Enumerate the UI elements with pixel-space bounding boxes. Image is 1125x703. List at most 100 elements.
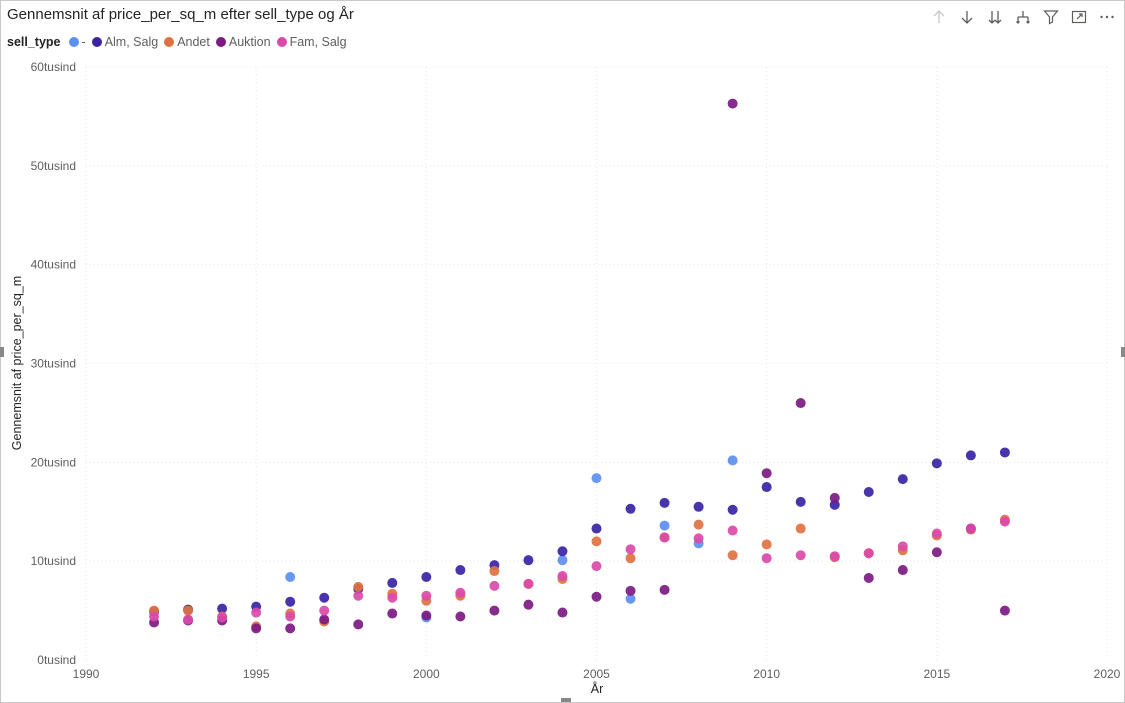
data-point[interactable] — [863, 486, 874, 497]
go-to-next-level-button[interactable] — [984, 7, 1006, 27]
data-point[interactable] — [285, 623, 296, 634]
data-point[interactable] — [693, 519, 704, 530]
data-point[interactable] — [931, 528, 942, 539]
resize-handle-left[interactable] — [0, 347, 4, 357]
data-point[interactable] — [693, 501, 704, 512]
data-point[interactable] — [557, 570, 568, 581]
data-point[interactable] — [897, 541, 908, 552]
data-point[interactable] — [727, 98, 738, 109]
data-point[interactable] — [761, 539, 772, 550]
filter-button[interactable] — [1040, 7, 1062, 27]
data-point[interactable] — [285, 596, 296, 607]
data-point[interactable] — [659, 532, 670, 543]
data-point[interactable] — [795, 496, 806, 507]
expand-hierarchy-button[interactable] — [1012, 7, 1034, 27]
data-point[interactable] — [455, 611, 466, 622]
data-point[interactable] — [523, 578, 534, 589]
data-point[interactable] — [829, 551, 840, 562]
data-point[interactable] — [251, 623, 262, 634]
data-point[interactable] — [489, 580, 500, 591]
data-point[interactable] — [659, 584, 670, 595]
legend-marker — [164, 37, 175, 47]
data-point[interactable] — [455, 565, 466, 576]
data-point[interactable] — [625, 544, 636, 555]
data-point[interactable] — [149, 611, 160, 622]
data-point[interactable] — [863, 572, 874, 583]
data-point[interactable] — [965, 450, 976, 461]
data-point[interactable] — [591, 473, 602, 484]
data-point[interactable] — [591, 591, 602, 602]
data-point[interactable] — [591, 536, 602, 547]
data-point[interactable] — [387, 608, 398, 619]
data-point[interactable] — [897, 474, 908, 485]
data-point[interactable] — [795, 398, 806, 409]
drill-down-button[interactable] — [956, 7, 978, 27]
legend-item-andet[interactable]: Andet — [164, 35, 210, 49]
data-point[interactable] — [999, 447, 1010, 458]
data-point[interactable] — [251, 607, 262, 618]
data-point[interactable] — [829, 499, 840, 510]
data-point[interactable] — [965, 523, 976, 534]
data-point[interactable] — [421, 590, 432, 601]
data-point[interactable] — [319, 605, 330, 616]
data-point[interactable] — [387, 592, 398, 603]
data-point[interactable] — [761, 553, 772, 564]
data-point[interactable] — [353, 619, 364, 630]
data-point[interactable] — [659, 520, 670, 531]
data-point[interactable] — [285, 571, 296, 582]
data-point[interactable] — [727, 455, 738, 466]
data-point[interactable] — [999, 516, 1010, 527]
data-point[interactable] — [183, 614, 194, 625]
legend-item-alm-salg[interactable]: Alm, Salg — [91, 35, 158, 49]
data-point[interactable] — [523, 599, 534, 610]
data-point[interactable] — [285, 611, 296, 622]
resize-handle-bottom[interactable] — [561, 698, 571, 702]
data-point[interactable] — [557, 546, 568, 557]
data-point[interactable] — [659, 497, 670, 508]
more-options-button[interactable] — [1096, 7, 1118, 27]
data-point[interactable] — [931, 547, 942, 558]
data-point[interactable] — [217, 603, 228, 614]
data-point[interactable] — [523, 555, 534, 566]
data-point[interactable] — [183, 605, 194, 616]
x-tick-label: 1990 — [73, 667, 100, 681]
data-point[interactable] — [421, 610, 432, 621]
data-point[interactable] — [795, 523, 806, 534]
data-point[interactable] — [795, 550, 806, 561]
data-point[interactable] — [727, 504, 738, 515]
data-point[interactable] — [591, 561, 602, 572]
data-point[interactable] — [625, 585, 636, 596]
data-point[interactable] — [727, 525, 738, 536]
data-point[interactable] — [761, 482, 772, 493]
data-point[interactable] — [387, 577, 398, 588]
data-point[interactable] — [591, 523, 602, 534]
data-point[interactable] — [761, 468, 772, 479]
data-point[interactable] — [489, 605, 500, 616]
resize-handle-right[interactable] — [1121, 347, 1125, 357]
data-point[interactable] — [319, 614, 330, 625]
data-point[interactable] — [353, 581, 364, 592]
data-point[interactable] — [625, 593, 636, 604]
data-point[interactable] — [863, 548, 874, 559]
data-point[interactable] — [489, 566, 500, 577]
data-point[interactable] — [829, 492, 840, 503]
data-point[interactable] — [999, 605, 1010, 616]
focus-mode-button[interactable] — [1068, 7, 1090, 27]
legend-item-fam-salg[interactable]: Fam, Salg — [276, 35, 347, 49]
data-point[interactable] — [897, 565, 908, 576]
legend-item-auktion[interactable]: Auktion — [215, 35, 271, 49]
data-point[interactable] — [625, 503, 636, 514]
data-point[interactable] — [557, 555, 568, 566]
data-point[interactable] — [353, 590, 364, 601]
data-point[interactable] — [217, 612, 228, 623]
drill-up-button[interactable] — [928, 7, 950, 27]
data-point[interactable] — [931, 458, 942, 469]
data-point[interactable] — [625, 553, 636, 564]
legend-item-dash[interactable]: - — [68, 35, 86, 49]
data-point[interactable] — [557, 607, 568, 618]
data-point[interactable] — [455, 587, 466, 598]
data-point[interactable] — [319, 592, 330, 603]
data-point[interactable] — [727, 550, 738, 561]
data-point[interactable] — [693, 533, 704, 544]
data-point[interactable] — [421, 571, 432, 582]
